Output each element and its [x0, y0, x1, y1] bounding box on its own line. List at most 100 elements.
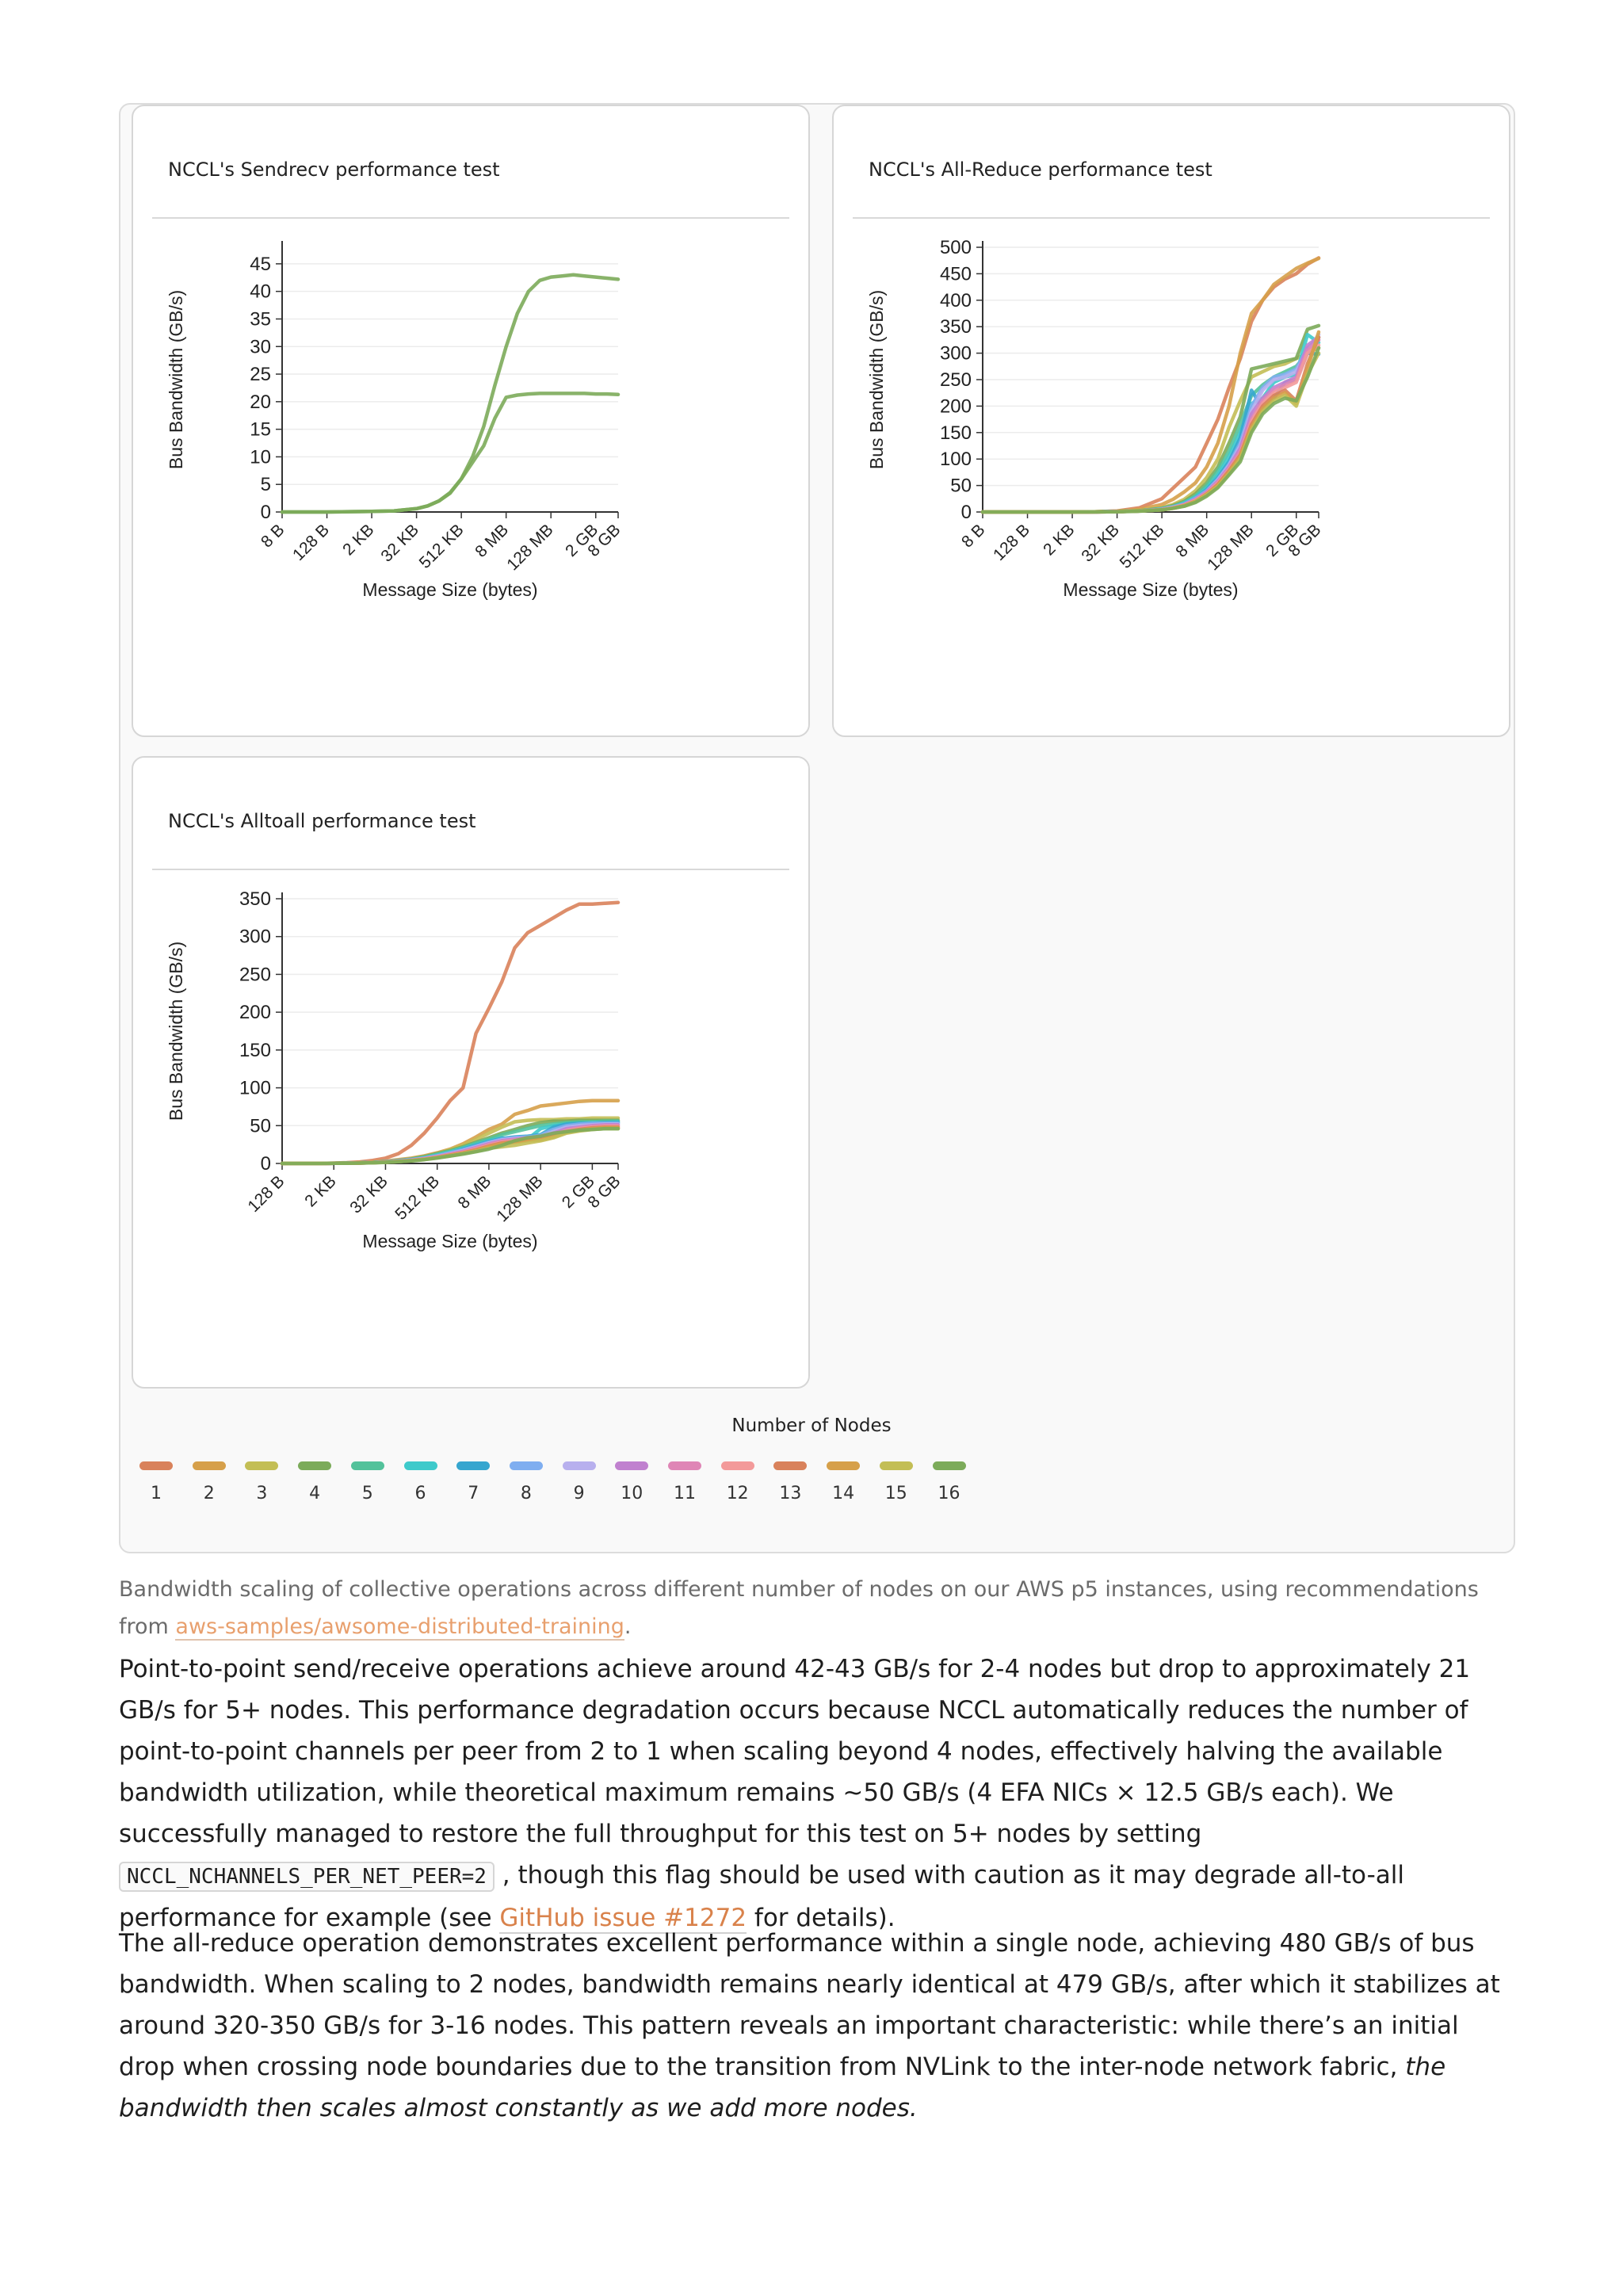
legend-swatch — [245, 1461, 279, 1470]
figure-panel: NCCL's Sendrecv performance test 0 5 10 15 2… — [119, 103, 1515, 1553]
caption-link[interactable]: aws-samples/awsome-distributed-training — [175, 1614, 624, 1641]
x-axis-title: Message Size (bytes) — [1063, 579, 1238, 600]
legend-swatch — [350, 1461, 384, 1470]
figure-caption: Bandwidth scaling of collective operatio… — [119, 1577, 1479, 1641]
series-line-5 — [280, 392, 621, 514]
y-tick-label: 0 — [961, 502, 972, 523]
legend-swatch — [139, 1461, 173, 1470]
x-axis-title: Message Size (bytes) — [362, 579, 537, 600]
legend-swatch — [298, 1461, 332, 1470]
y-axis-title: Bus Bandwidth (GB/s) — [166, 290, 186, 469]
x-tick-label: 512 KB — [1117, 521, 1168, 572]
series-line-3 — [980, 346, 1321, 514]
chart-title: NCCL's Sendrecv performance test — [168, 159, 500, 181]
y-tick-label: 350 — [940, 316, 972, 338]
y-tick-label: 250 — [239, 964, 271, 985]
y-tick-label: 500 — [940, 237, 972, 258]
y-tick-label: 300 — [940, 343, 972, 365]
y-tick-label: 25 — [250, 364, 271, 385]
legend-label: 14 — [832, 1484, 855, 1503]
y-tick-label: 400 — [940, 290, 972, 311]
divider — [853, 217, 1490, 219]
paragraph-allreduce: The all-reduce operation demonstrates ex… — [119, 1929, 1500, 2122]
legend-label: 12 — [726, 1484, 749, 1503]
y-tick-label: 200 — [239, 1002, 271, 1023]
x-tick-label: 8 B — [258, 521, 288, 552]
y-axis-title: Bus Bandwidth (GB/s) — [866, 290, 887, 469]
y-tick-label: 100 — [940, 449, 972, 470]
x-tick-label: 8 MB — [455, 1172, 495, 1213]
legend-swatch — [403, 1461, 437, 1470]
y-tick-label: 50 — [250, 1115, 271, 1137]
paragraph-sendrecv: Point-to-point send/receive operations a… — [119, 1655, 1471, 1934]
sendrecv-chart-card: NCCL's Sendrecv performance test 0 5 10 15 2… — [132, 105, 810, 737]
x-tick-label: 128 B — [990, 521, 1033, 564]
x-tick-label: 128 MB — [503, 521, 556, 574]
chart-title: NCCL's All-Reduce performance test — [869, 159, 1212, 181]
allreduce-chart-card: NCCL's All-Reduce performance test 0 50 10… — [832, 105, 1510, 737]
legend-label: 3 — [256, 1484, 268, 1503]
legend-label: 16 — [938, 1484, 960, 1503]
x-tick-label: 8 MB — [472, 521, 512, 561]
legend-swatch — [879, 1461, 913, 1470]
x-tick-label: 128 B — [244, 1172, 288, 1216]
legend-label: 1 — [151, 1484, 162, 1503]
x-tick-label: 512 KB — [391, 1172, 443, 1224]
github-issue-link[interactable]: GitHub issue #1272 — [499, 1904, 747, 1934]
legend-swatch — [615, 1461, 649, 1470]
legend-label: 10 — [621, 1484, 643, 1503]
y-tick-label: 150 — [940, 422, 972, 444]
alltoall-chart-card: NCCL's Alltoall performance test 0 50 100 1… — [132, 756, 810, 1389]
divider — [152, 217, 789, 219]
y-tick-label: 45 — [250, 254, 271, 275]
emphasis-text: the bandwidth then scales almost constan… — [119, 2053, 1446, 2122]
legend-swatch — [192, 1461, 226, 1470]
x-tick-label: 2 KB — [301, 1172, 339, 1210]
y-tick-label: 40 — [250, 281, 271, 303]
x-tick-label: 128 B — [289, 521, 333, 564]
legend-swatch — [668, 1461, 701, 1470]
legend-label: 9 — [573, 1484, 585, 1503]
legend-swatch — [720, 1461, 754, 1470]
legend-label: 2 — [203, 1484, 215, 1503]
legend-label: 6 — [414, 1484, 426, 1503]
y-tick-label: 35 — [250, 308, 271, 330]
divider — [152, 869, 789, 870]
legend-swatch — [773, 1461, 808, 1470]
legend-swatch — [827, 1461, 861, 1470]
legend-label: 15 — [884, 1484, 907, 1503]
legend-swatch — [456, 1461, 491, 1470]
legend-label: 13 — [779, 1484, 802, 1503]
y-tick-label: 0 — [261, 1153, 271, 1175]
legend-swatch — [509, 1461, 543, 1470]
legend-label: 4 — [309, 1484, 321, 1503]
inline-code: NCCL_NCHANNELS_PER_NET_PEER=2 — [119, 1862, 495, 1892]
alltoall-chart: 0 50 100 150 200 250 300 350 128 B 2 KB 32 KB 512 K… — [166, 888, 624, 1251]
x-tick-label: 2 KB — [1040, 521, 1078, 559]
y-tick-label: 150 — [239, 1040, 271, 1061]
y-tick-label: 50 — [950, 476, 972, 497]
series-line-16 — [980, 346, 1321, 514]
legend-label: 5 — [361, 1484, 373, 1503]
series-line-16 — [280, 1126, 621, 1166]
y-tick-label: 200 — [940, 395, 972, 417]
y-tick-label: 450 — [940, 263, 972, 285]
y-tick-label: 250 — [940, 369, 972, 391]
y-tick-label: 20 — [250, 392, 271, 413]
x-tick-label: 128 MB — [1204, 521, 1257, 574]
legend-swatch — [932, 1461, 966, 1470]
y-tick-label: 15 — [250, 419, 271, 441]
legend-label: 8 — [520, 1484, 532, 1503]
series-line-15 — [280, 1126, 621, 1166]
x-tick-label: 2 KB — [339, 521, 377, 559]
legend-label: 11 — [674, 1484, 696, 1503]
y-tick-label: 350 — [239, 888, 271, 910]
legend-swatch — [562, 1461, 596, 1470]
chart-title: NCCL's Alltoall performance test — [168, 810, 476, 832]
x-tick-label: 8 B — [958, 521, 989, 552]
x-axis-title: Message Size (bytes) — [362, 1231, 537, 1251]
y-tick-label: 30 — [250, 336, 271, 357]
x-tick-label: 8 MB — [1172, 521, 1212, 561]
